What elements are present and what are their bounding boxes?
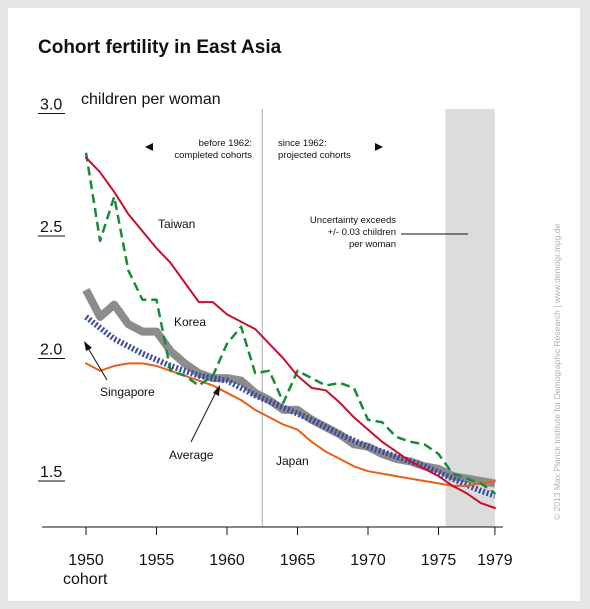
x-tick-label-1950: 1950 <box>68 552 104 569</box>
series-line-average <box>82 288 496 488</box>
y-axis: 3.0 2.5 2.0 1.5 <box>38 97 65 482</box>
arrow-left-icon <box>145 143 153 151</box>
label-average: Average <box>169 448 214 462</box>
y-tick-label-3.0: 3.0 <box>40 97 62 114</box>
x-tick-label-1975: 1975 <box>421 552 457 569</box>
average-arrowhead <box>213 385 220 396</box>
left-period-annotation: before 1962: completed cohorts <box>145 138 252 161</box>
right-period-annotation: since 1962: projected cohorts <box>278 138 383 161</box>
x-tick-label-1970: 1970 <box>350 552 386 569</box>
uncertainty-band <box>445 109 495 527</box>
chart-title: Cohort fertility in East Asia <box>38 37 282 58</box>
y-tick-label-2.5: 2.5 <box>40 219 62 236</box>
uncertainty-line3: per woman <box>349 239 396 250</box>
series-lines <box>82 152 496 509</box>
chart-frame: 3.0 2.5 2.0 1.5 1950 1955 1960 1965 1970 1975 197… <box>8 8 580 601</box>
x-tick-label-1960: 1960 <box>209 552 245 569</box>
singapore-arrowhead <box>84 341 92 351</box>
series-line-japan <box>85 362 496 487</box>
watermark: © 2013 Max Planck Institute for Demograp… <box>552 224 562 520</box>
series-line-taiwan <box>85 156 496 509</box>
y-tick-label-1.5: 1.5 <box>40 464 62 481</box>
fertility-chart: 3.0 2.5 2.0 1.5 1950 1955 1960 1965 1970 1975 197… <box>38 37 562 588</box>
singapore-pointer <box>87 347 108 381</box>
x-tick-label-1979: 1979 <box>477 552 513 569</box>
label-taiwan: Taiwan <box>158 217 195 231</box>
left-period-line1: before 1962: <box>199 138 252 149</box>
x-tick-label-1955: 1955 <box>139 552 175 569</box>
series-line-korea <box>84 152 496 495</box>
label-singapore: Singapore <box>100 385 155 399</box>
left-period-line2: completed cohorts <box>174 150 252 161</box>
right-period-line2: projected cohorts <box>278 150 351 161</box>
uncertainty-line2: +/- 0.03 children <box>328 227 396 238</box>
label-japan: Japan <box>276 454 309 468</box>
uncertainty-line1: Uncertainty exceeds <box>310 215 396 226</box>
y-tick-label-2.0: 2.0 <box>40 342 62 359</box>
average-pointer <box>190 391 217 443</box>
x-tick-label-1965: 1965 <box>280 552 316 569</box>
uncertainty-annotation: Uncertainty exceeds +/- 0.03 children pe… <box>310 215 468 250</box>
x-axis-label: cohort <box>63 571 108 588</box>
x-axis: 1950 1955 1960 1965 1970 1975 1979 <box>42 526 513 569</box>
right-period-line1: since 1962: <box>278 138 327 149</box>
arrow-right-icon <box>375 143 383 151</box>
y-axis-label: children per woman <box>81 91 221 108</box>
label-korea: Korea <box>174 315 206 329</box>
